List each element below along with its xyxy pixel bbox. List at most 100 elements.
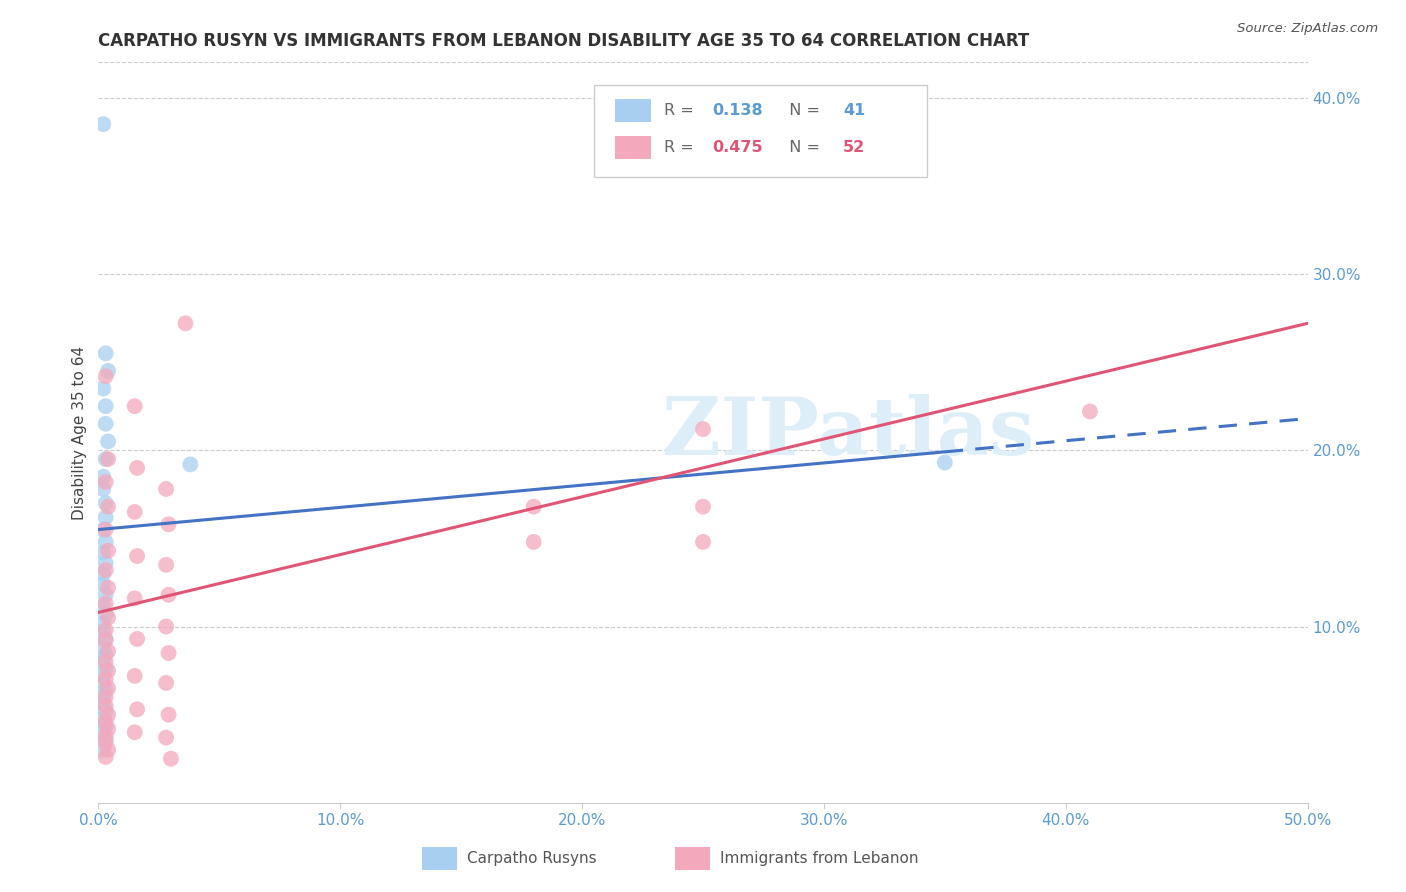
Point	[94, 475, 117, 489]
Text: N =: N =	[779, 140, 825, 155]
Point	[94, 714, 117, 729]
Point	[94, 399, 117, 413]
Point	[91, 382, 114, 396]
Point	[94, 346, 117, 360]
Point	[91, 711, 114, 725]
Point	[91, 577, 114, 591]
Point	[94, 369, 117, 384]
Point	[97, 707, 120, 722]
Point	[91, 469, 114, 483]
Point	[94, 648, 117, 662]
Point	[91, 545, 114, 559]
Text: N =: N =	[779, 103, 825, 118]
Point	[692, 422, 714, 436]
Point	[157, 707, 180, 722]
Point	[97, 743, 120, 757]
Point	[94, 452, 117, 467]
Point	[91, 615, 114, 630]
Point	[97, 644, 120, 658]
Point	[94, 563, 117, 577]
Point	[91, 743, 114, 757]
Point	[94, 662, 117, 676]
Point	[94, 510, 117, 524]
Text: CARPATHO RUSYN VS IMMIGRANTS FROM LEBANON DISABILITY AGE 35 TO 64 CORRELATION CH: CARPATHO RUSYN VS IMMIGRANTS FROM LEBANO…	[98, 32, 1029, 50]
Point	[127, 549, 149, 563]
Point	[94, 496, 117, 510]
Point	[94, 729, 117, 743]
Point	[94, 623, 117, 637]
Point	[91, 117, 114, 131]
Point	[157, 517, 180, 532]
Point	[155, 731, 177, 745]
Text: 41: 41	[844, 103, 866, 118]
Point	[91, 624, 114, 639]
Point	[94, 655, 117, 669]
Point	[94, 597, 117, 611]
Point	[94, 607, 117, 622]
Point	[157, 646, 180, 660]
Point	[160, 752, 183, 766]
Point	[97, 610, 120, 624]
Point	[91, 599, 114, 613]
Point	[155, 619, 177, 633]
Y-axis label: Disability Age 35 to 64: Disability Age 35 to 64	[72, 345, 87, 520]
Text: 52: 52	[844, 140, 866, 155]
Point	[94, 750, 117, 764]
FancyBboxPatch shape	[595, 85, 927, 178]
Text: Source: ZipAtlas.com: Source: ZipAtlas.com	[1237, 22, 1378, 36]
Point	[94, 523, 117, 537]
Point	[91, 697, 114, 711]
Point	[91, 523, 114, 537]
Point	[94, 690, 117, 704]
Point	[155, 558, 177, 572]
Point	[94, 633, 117, 648]
Point	[179, 458, 201, 472]
Point	[97, 543, 120, 558]
Point	[97, 581, 120, 595]
Point	[97, 434, 120, 449]
Point	[91, 482, 114, 496]
Point	[97, 722, 120, 736]
Point	[124, 505, 146, 519]
Point	[124, 725, 146, 739]
Point	[124, 399, 146, 413]
Point	[97, 664, 120, 678]
Point	[523, 535, 546, 549]
Point	[94, 736, 117, 750]
Point	[155, 676, 177, 690]
Point	[94, 732, 117, 747]
FancyBboxPatch shape	[614, 99, 651, 121]
Point	[127, 702, 149, 716]
Point	[155, 482, 177, 496]
Point	[174, 316, 197, 330]
Point	[91, 640, 114, 655]
Point	[91, 690, 114, 704]
Point	[94, 632, 117, 646]
Text: Carpatho Rusyns: Carpatho Rusyns	[467, 851, 596, 865]
Text: 0.475: 0.475	[713, 140, 763, 155]
Point	[91, 669, 114, 683]
Text: R =: R =	[664, 103, 699, 118]
Point	[127, 632, 149, 646]
Point	[97, 364, 120, 378]
FancyBboxPatch shape	[614, 136, 651, 159]
Point	[1078, 404, 1101, 418]
Point	[91, 676, 114, 690]
Point	[934, 456, 956, 470]
Text: 0.138: 0.138	[713, 103, 763, 118]
Point	[94, 535, 117, 549]
Point	[97, 681, 120, 696]
Point	[97, 500, 120, 514]
Point	[94, 556, 117, 570]
Point	[127, 461, 149, 475]
Point	[94, 698, 117, 713]
Text: ZIPatlas: ZIPatlas	[662, 393, 1035, 472]
Point	[97, 452, 120, 467]
Point	[94, 704, 117, 718]
Point	[91, 566, 114, 581]
Point	[94, 673, 117, 687]
Point	[94, 417, 117, 431]
Point	[692, 535, 714, 549]
Text: Immigrants from Lebanon: Immigrants from Lebanon	[720, 851, 918, 865]
Point	[94, 683, 117, 698]
